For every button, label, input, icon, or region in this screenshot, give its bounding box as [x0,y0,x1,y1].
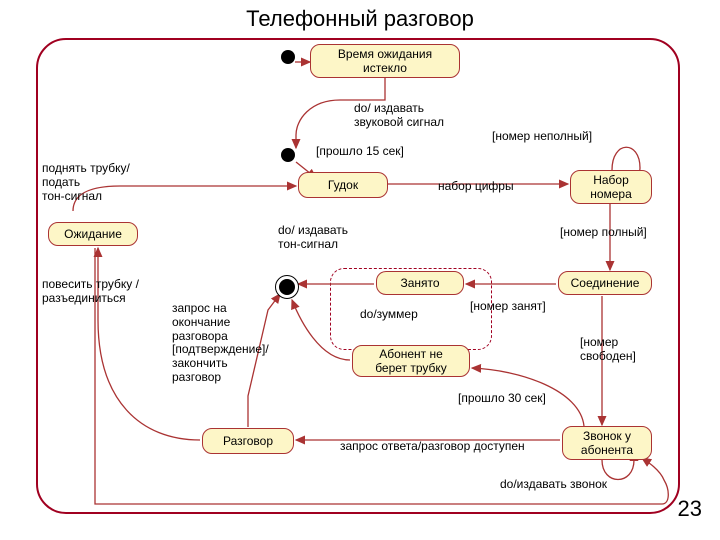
edge-label: do/ издавать звуковой сигнал [354,102,444,130]
edge-label: поднять трубку/ подать тон-сигнал [42,162,130,203]
edge-label: [номер полный] [560,226,647,240]
state-waiting: Ожидание [48,222,138,246]
edge-label: [номер занят] [470,300,546,314]
state-noanswer: Абонент не берет трубку [352,345,470,377]
edge-label: [прошло 15 сек] [316,145,404,159]
edge-label: do/издавать звонок [500,478,607,492]
page-number: 23 [678,496,702,522]
state-talking: Разговор [202,428,294,454]
edge-label: do/ издавать тон-сигнал [278,224,348,252]
edge-label: набор цифры [438,180,514,194]
edge-label: повесить трубку / разъединиться [42,278,139,306]
page-title: Телефонный разговор [0,6,720,32]
edge-label: [номер свободен] [580,336,636,364]
final-node [275,275,299,299]
edge-label: запрос ответа/разговор доступен [340,440,525,454]
edge-label: [прошло 30 сек] [458,392,546,406]
state-busy: Занято [376,271,464,295]
edge-label: do/зуммер [360,308,418,322]
state-ringing: Звонок у абонента [562,426,652,460]
initial-node [281,148,295,162]
edge-label: запрос на окончание разговора [подтвержд… [172,302,269,385]
state-connection: Соединение [558,271,652,295]
state-dialing: Набор номера [570,170,652,204]
edge-label: [номер неполный] [492,130,592,144]
initial-node [281,50,295,64]
state-dialtone: Гудок [298,172,388,198]
state-timeout: Время ожидания истекло [310,44,460,78]
